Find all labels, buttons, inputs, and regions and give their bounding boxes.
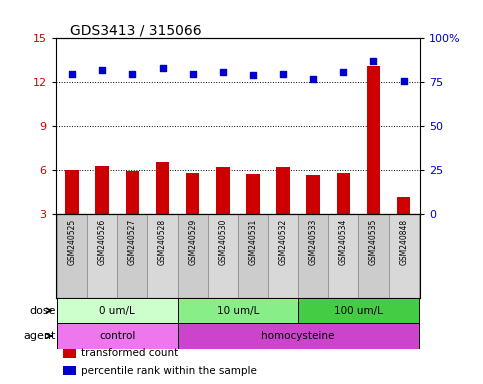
Bar	[367, 66, 380, 214]
Bar	[96, 166, 109, 214]
Text: GDS3413 / 315066: GDS3413 / 315066	[70, 23, 202, 37]
Text: GSM240534: GSM240534	[339, 218, 348, 265]
Bar	[178, 298, 298, 323]
Text: GSM240533: GSM240533	[309, 218, 318, 265]
Point	[68, 71, 76, 77]
Bar	[298, 214, 328, 298]
Text: homocysteine: homocysteine	[261, 331, 335, 341]
Bar	[276, 167, 290, 214]
Bar	[208, 214, 238, 298]
Bar	[178, 214, 208, 298]
Point	[369, 58, 377, 65]
Text: GSM240531: GSM240531	[248, 218, 257, 265]
Bar	[216, 167, 229, 214]
Bar	[238, 214, 268, 298]
Bar	[57, 214, 87, 298]
Point	[309, 76, 317, 82]
Text: GSM240532: GSM240532	[279, 218, 287, 265]
Text: dose: dose	[29, 306, 56, 316]
Bar	[147, 214, 178, 298]
Bar	[298, 298, 419, 323]
Bar	[358, 214, 388, 298]
Point	[219, 69, 227, 75]
Text: GSM240527: GSM240527	[128, 218, 137, 265]
Bar	[178, 323, 419, 349]
Bar	[328, 214, 358, 298]
Text: GSM240529: GSM240529	[188, 218, 197, 265]
Point	[249, 72, 257, 78]
Bar	[337, 172, 350, 214]
Point	[189, 71, 197, 77]
Text: agent: agent	[23, 331, 56, 341]
Point	[128, 71, 136, 77]
Bar	[126, 171, 139, 214]
Text: percentile rank within the sample: percentile rank within the sample	[81, 366, 257, 376]
Point	[340, 69, 347, 75]
Bar	[87, 214, 117, 298]
Bar	[65, 170, 79, 214]
Bar	[117, 214, 147, 298]
Text: GSM240525: GSM240525	[68, 218, 77, 265]
Bar	[57, 323, 178, 349]
Bar	[186, 172, 199, 214]
Text: 0 um/L: 0 um/L	[99, 306, 135, 316]
Bar	[156, 162, 170, 214]
Point	[400, 78, 408, 84]
Bar	[57, 298, 178, 323]
Bar	[246, 174, 260, 214]
Point	[279, 71, 287, 77]
Text: 10 um/L: 10 um/L	[217, 306, 259, 316]
Bar	[306, 175, 320, 214]
Text: GSM240526: GSM240526	[98, 218, 107, 265]
Text: 100 um/L: 100 um/L	[334, 306, 383, 316]
Point	[159, 65, 167, 71]
Bar	[388, 214, 419, 298]
Bar	[268, 214, 298, 298]
Bar	[63, 349, 76, 358]
Text: control: control	[99, 331, 136, 341]
Text: GSM240535: GSM240535	[369, 218, 378, 265]
Text: GSM240528: GSM240528	[158, 218, 167, 265]
Bar	[63, 366, 76, 376]
Bar	[397, 197, 411, 214]
Point	[99, 67, 106, 73]
Text: GSM240848: GSM240848	[399, 218, 408, 265]
Text: GSM240530: GSM240530	[218, 218, 227, 265]
Text: transformed count: transformed count	[81, 348, 178, 358]
